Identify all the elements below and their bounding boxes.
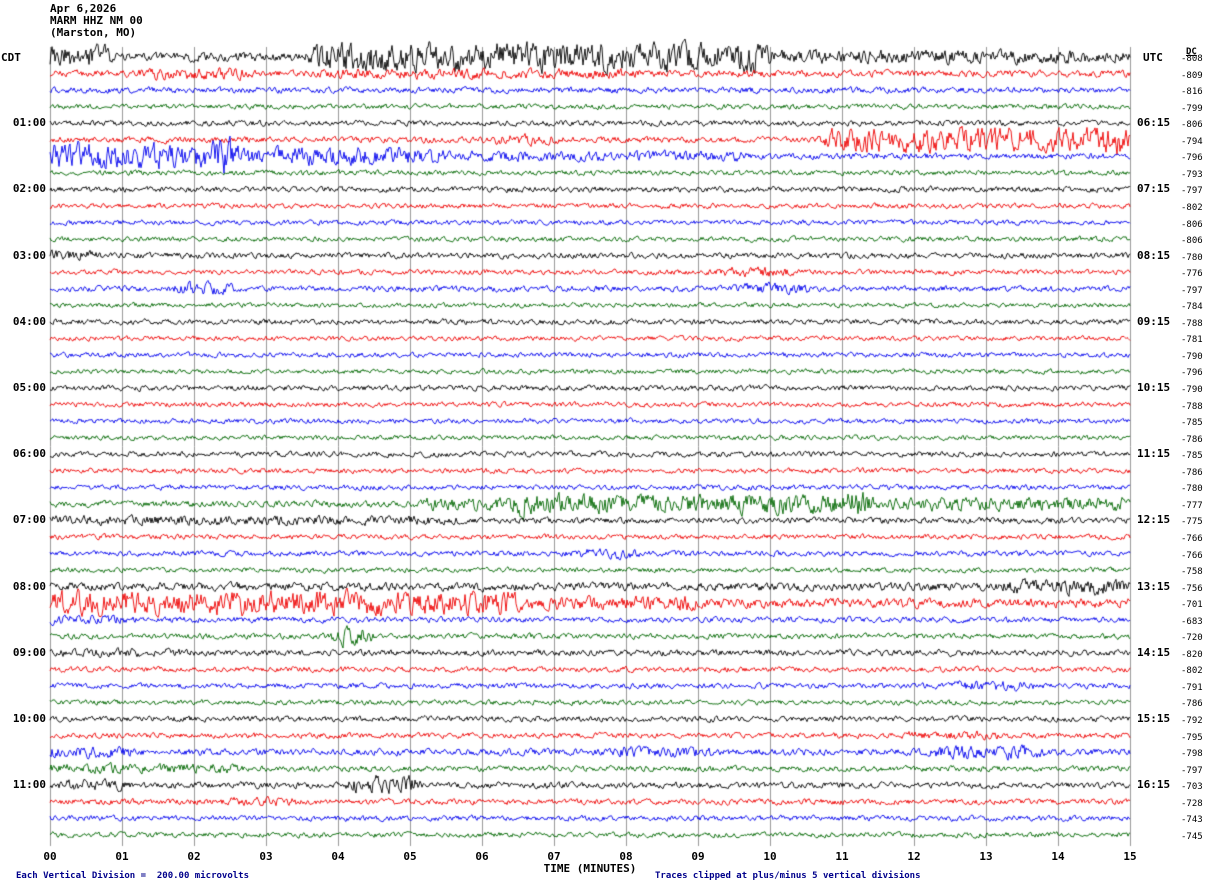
x-tick-label: 09 [691,850,705,863]
utc-tick-label: 15:15 [1137,712,1171,725]
dc-value: -792 [1181,716,1203,726]
dc-value: -786 [1181,467,1203,478]
dc-value: -802 [1181,666,1203,677]
utc-tick-label: 12:15 [1137,513,1171,527]
x-tick-label: 08 [619,850,633,863]
dc-value: -777 [1181,500,1203,511]
x-tick-label: 00 [43,850,57,863]
dc-value: -806 [1181,120,1203,131]
station-label: MARM HHZ NM 00 [50,14,143,27]
dc-value: -791 [1181,682,1203,693]
x-tick-label: 10 [763,850,777,863]
utc-tick-label: 14:15 [1137,645,1171,659]
dc-value: -756 [1181,583,1203,594]
utc-tick-label: 10:15 [1137,381,1171,394]
dc-value: -797 [1181,765,1203,776]
dc-value: -785 [1181,451,1203,462]
dc-value: -745 [1181,831,1203,842]
dc-value: -780 [1181,252,1203,263]
dc-value: -703 [1181,782,1203,793]
x-tick-label: 06 [475,850,489,863]
dc-value: -775 [1181,517,1203,528]
cdt-tick-label: 02:00 [12,182,46,196]
date-label: Apr 6,2026 [50,2,117,15]
utc-tick-label: 13:15 [1137,579,1171,593]
cdt-tick-label: 01:00 [12,116,46,130]
utc-tick-label: 08:15 [1137,248,1171,262]
cdt-tick-label: 04:00 [12,314,46,328]
dc-value: -796 [1181,153,1203,164]
x-axis-title: TIME (MINUTES) [543,862,637,875]
dc-value: -794 [1181,136,1203,147]
dc-value: -806 [1181,236,1203,247]
dc-value: -790 [1181,351,1203,362]
cdt-tick-label: 06:00 [12,447,46,461]
dc-value: -766 [1181,533,1203,544]
dc-value: -776 [1181,269,1203,280]
x-tick-label: 01 [115,850,129,863]
dc-value: -808 [1181,54,1203,64]
cdt-tick-label: 07:00 [12,513,46,527]
right-axis-title: UTC [1143,51,1163,64]
utc-tick-label: 09:15 [1137,314,1171,328]
cdt-tick-label: 05:00 [12,381,46,394]
x-tick-label: 03 [259,850,273,863]
dc-value: -795 [1181,732,1203,743]
dc-value: -786 [1181,699,1203,710]
cdt-tick-label: 03:00 [12,248,46,262]
dc-value: -802 [1181,202,1203,213]
dc-value: -701 [1181,600,1203,611]
cdt-tick-label: 09:00 [12,645,46,659]
dc-value: -820 [1181,649,1203,660]
dc-value: -798 [1181,749,1203,760]
footer-clip-note: Traces clipped at plus/minus 5 vertical … [655,871,921,881]
dc-value: -793 [1181,169,1203,180]
x-tick-label: 11 [835,850,849,863]
dc-value: -785 [1181,418,1203,429]
utc-tick-label: 11:15 [1137,447,1171,461]
dc-value: -786 [1181,434,1203,445]
utc-tick-label: 06:15 [1137,116,1171,130]
dc-value: -743 [1181,815,1203,826]
x-tick-label: 04 [331,850,345,863]
dc-value: -784 [1181,302,1203,313]
utc-tick-label: 16:15 [1137,778,1171,792]
dc-value: -788 [1181,318,1203,329]
x-tick-label: 13 [979,850,993,863]
dc-value: -806 [1181,219,1203,230]
location-label: (Marston, MO) [50,26,137,39]
dc-value: -780 [1181,484,1203,495]
x-tick-label: 02 [187,850,201,863]
cdt-tick-label: 11:00 [12,778,46,792]
x-tick-label: 07 [547,850,561,863]
dc-value: -799 [1181,103,1203,114]
dc-value: -790 [1181,385,1203,395]
dc-value: -816 [1181,87,1203,98]
dc-value: -781 [1181,335,1203,346]
cdt-tick-label: 08:00 [12,579,46,593]
left-axis-title: CDT [1,51,21,64]
dc-value: -683 [1181,616,1203,627]
cdt-tick-label: 10:00 [12,712,46,725]
x-tick-label: 05 [403,850,417,863]
dc-value: -758 [1181,567,1203,578]
x-tick-label: 14 [1051,850,1065,863]
x-tick-label: 15 [1123,850,1137,863]
footer-scale-note: Each Vertical Division = 200.00 microvol… [16,871,249,881]
dc-value: -788 [1181,401,1203,412]
dc-value: -797 [1181,186,1203,197]
dc-value: -809 [1181,70,1203,81]
dc-column-title: DC [1186,47,1197,57]
dc-value: -766 [1181,550,1203,561]
dc-value: -720 [1181,633,1203,644]
utc-tick-label: 07:15 [1137,182,1171,196]
dc-value: -796 [1181,368,1203,379]
dc-value: -797 [1181,285,1203,296]
dc-value: -728 [1181,798,1203,809]
x-tick-label: 12 [907,850,921,863]
